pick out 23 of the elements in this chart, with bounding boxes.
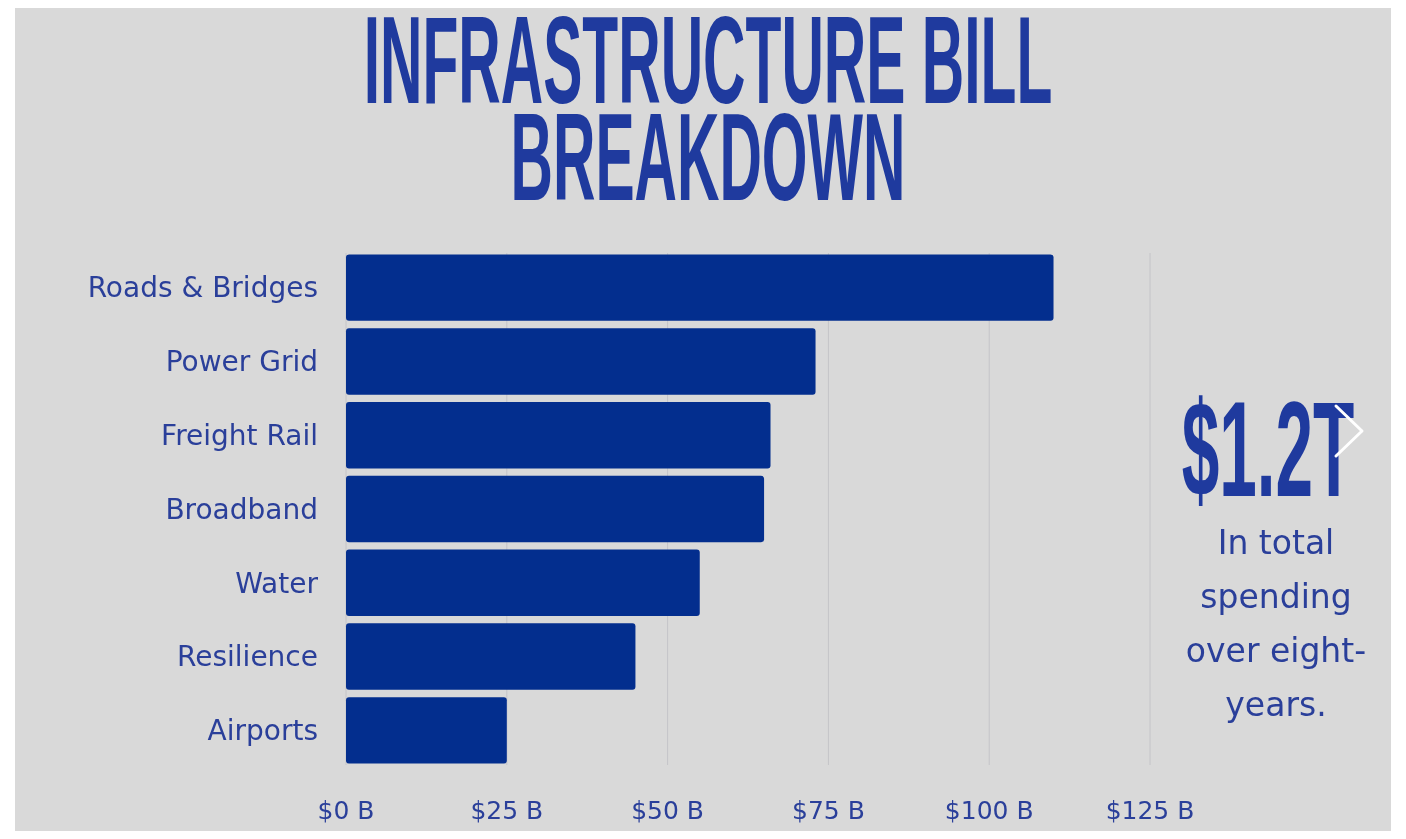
x-tick-label: $100 B bbox=[944, 795, 1034, 825]
x-tick-label: $0 B bbox=[317, 795, 375, 825]
x-tick-label: $25 B bbox=[470, 795, 544, 825]
bar bbox=[346, 475, 765, 543]
y-tick-label: Roads & Bridges bbox=[87, 271, 318, 305]
y-tick-label: Resilience bbox=[177, 640, 318, 674]
bar bbox=[346, 328, 816, 395]
bar bbox=[346, 697, 507, 764]
bar bbox=[346, 402, 771, 469]
x-tick-label: $125 B bbox=[1105, 795, 1195, 825]
y-tick-label: Power Grid bbox=[165, 345, 318, 379]
y-tick-label: Airports bbox=[207, 714, 318, 748]
bar bbox=[346, 549, 700, 616]
bar bbox=[346, 623, 636, 690]
text: $1.2T bbox=[1181, 373, 1355, 526]
y-tick-label: Water bbox=[235, 566, 319, 600]
text: In total spending over eight- years. bbox=[1185, 523, 1367, 724]
y-tick-label: Freight Rail bbox=[161, 419, 318, 453]
chart-title: INFRASTRUCTURE BILL BREAKDOWN bbox=[363, 0, 1053, 227]
x-tick-label: $50 B bbox=[631, 795, 705, 825]
x-tick-label: $75 B bbox=[791, 795, 865, 825]
bar bbox=[346, 254, 1054, 321]
y-tick-label: Broadband bbox=[165, 492, 318, 526]
